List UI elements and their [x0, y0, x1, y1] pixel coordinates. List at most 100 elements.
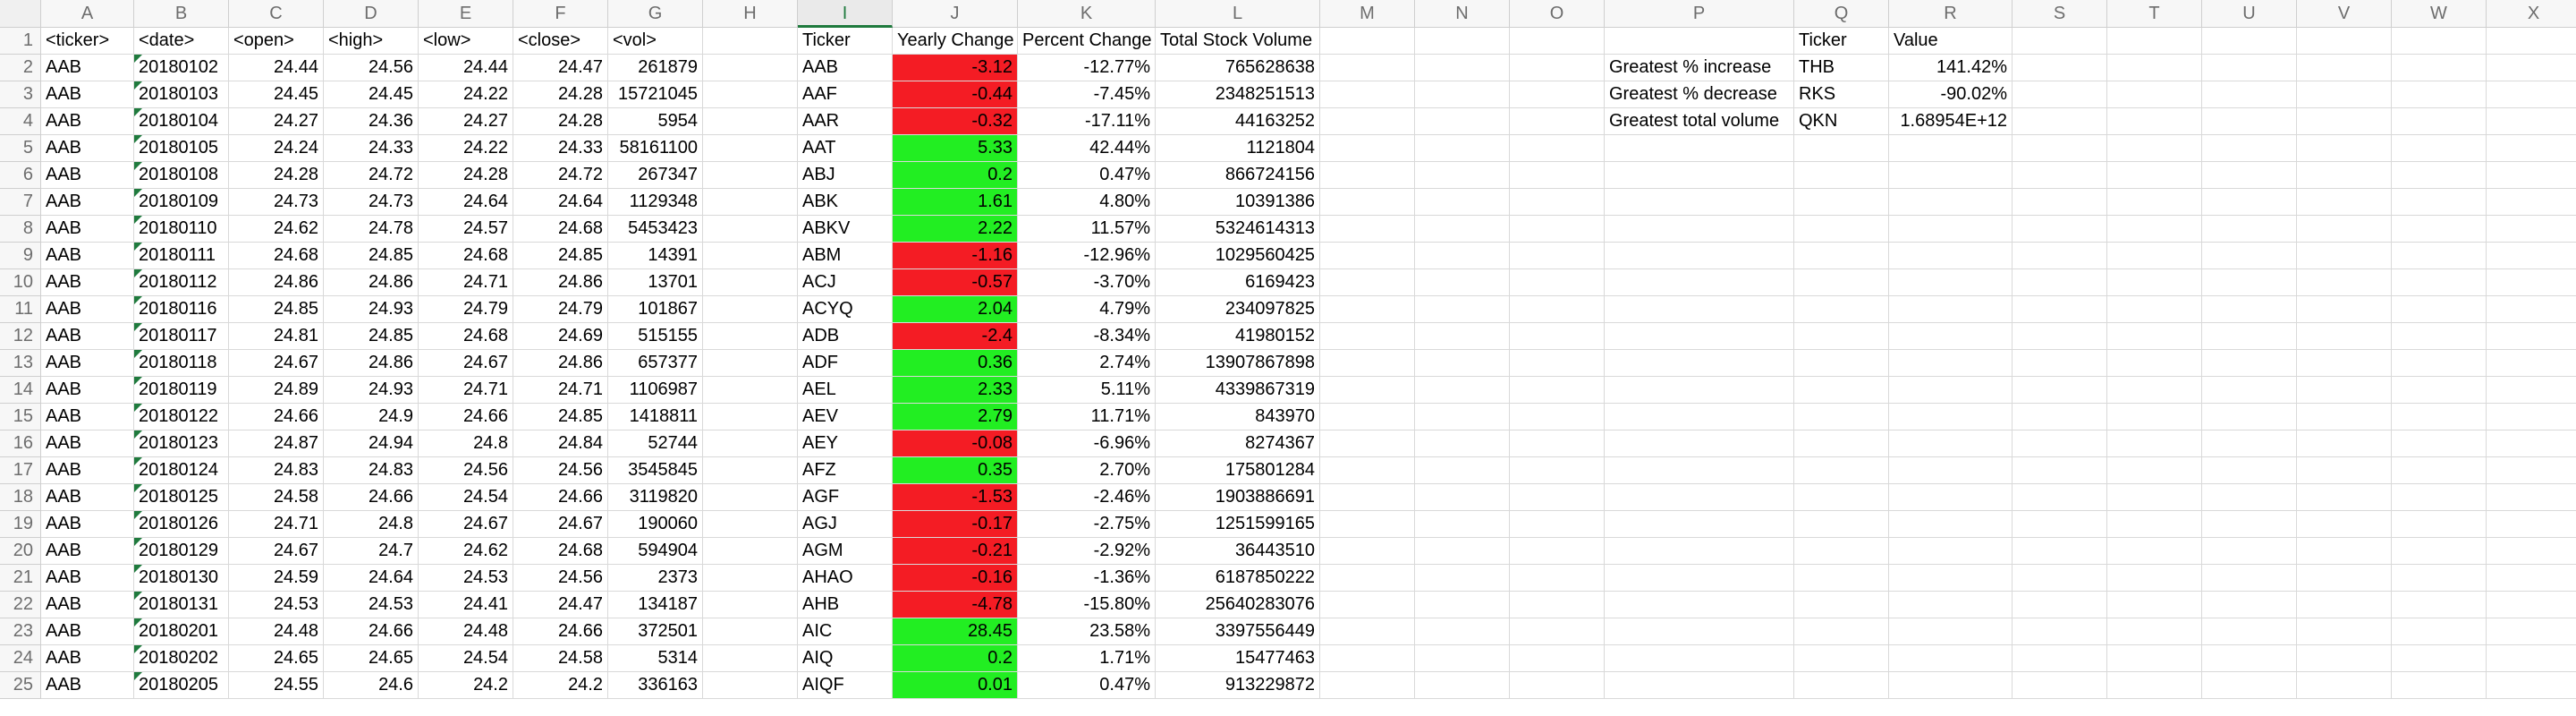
yearly-change-cell[interactable]: -0.32: [893, 108, 1018, 135]
data-cell[interactable]: 24.58: [513, 645, 608, 672]
cell[interactable]: [2202, 108, 2297, 135]
cell[interactable]: [2297, 135, 2392, 162]
summary-cell[interactable]: 2.74%: [1018, 350, 1156, 377]
data-cell[interactable]: 24.62: [229, 216, 324, 243]
cell[interactable]: [1794, 645, 1889, 672]
summary-cell[interactable]: 843970: [1156, 404, 1320, 430]
cell[interactable]: [2392, 81, 2487, 108]
data-cell[interactable]: 24.71: [419, 377, 513, 404]
data-cell[interactable]: 24.71: [513, 377, 608, 404]
column-header-x[interactable]: X: [2487, 0, 2576, 28]
data-cell[interactable]: 20180112: [134, 269, 229, 296]
data-cell[interactable]: 24.2: [419, 672, 513, 699]
data-cell[interactable]: 190060: [608, 511, 703, 538]
summary-cell[interactable]: AEV: [798, 404, 893, 430]
cell[interactable]: [2487, 55, 2576, 81]
data-cell[interactable]: 5453423: [608, 216, 703, 243]
summary-cell[interactable]: -12.77%: [1018, 55, 1156, 81]
summary-cell[interactable]: AGF: [798, 484, 893, 511]
cell[interactable]: [2012, 511, 2107, 538]
cell[interactable]: [2392, 592, 2487, 618]
cell[interactable]: [1415, 618, 1510, 645]
row-header-11[interactable]: 11: [0, 296, 41, 323]
cell[interactable]: [1320, 484, 1415, 511]
data-cell[interactable]: 24.79: [513, 296, 608, 323]
cell[interactable]: [1605, 645, 1794, 672]
cell[interactable]: [2012, 81, 2107, 108]
cell[interactable]: [2297, 484, 2392, 511]
data-cell[interactable]: 24.72: [513, 162, 608, 189]
summary-cell[interactable]: 8274367: [1156, 430, 1320, 457]
cell[interactable]: [1415, 672, 1510, 699]
cell[interactable]: [703, 216, 798, 243]
yearly-change-cell[interactable]: -0.17: [893, 511, 1018, 538]
summary-cell[interactable]: 0.47%: [1018, 672, 1156, 699]
cell[interactable]: [1320, 377, 1415, 404]
cell[interactable]: [703, 296, 798, 323]
summary-cell[interactable]: 175801284: [1156, 457, 1320, 484]
cell[interactable]: [2487, 296, 2576, 323]
data-cell[interactable]: 24.45: [229, 81, 324, 108]
summary-cell[interactable]: 234097825: [1156, 296, 1320, 323]
data-cell[interactable]: AAB: [41, 189, 134, 216]
cell[interactable]: [1415, 55, 1510, 81]
summary-cell[interactable]: ABJ: [798, 162, 893, 189]
data-cell[interactable]: 20180205: [134, 672, 229, 699]
cell[interactable]: [1605, 189, 1794, 216]
yearly-change-cell[interactable]: 0.2: [893, 162, 1018, 189]
column-header-m[interactable]: M: [1320, 0, 1415, 28]
cell[interactable]: [703, 457, 798, 484]
cell[interactable]: [1794, 618, 1889, 645]
cell[interactable]: [2297, 404, 2392, 430]
data-cell[interactable]: AAB: [41, 377, 134, 404]
summary-cell[interactable]: AAT: [798, 135, 893, 162]
cell[interactable]: [1415, 108, 1510, 135]
row-header-5[interactable]: 5: [0, 135, 41, 162]
data-cell[interactable]: 20180103: [134, 81, 229, 108]
summary-cell[interactable]: 4339867319: [1156, 377, 1320, 404]
row-header-7[interactable]: 7: [0, 189, 41, 216]
cell[interactable]: [2297, 269, 2392, 296]
cell[interactable]: [1794, 243, 1889, 269]
row-header-14[interactable]: 14: [0, 377, 41, 404]
header-cell[interactable]: <close>: [513, 28, 608, 55]
data-cell[interactable]: 24.66: [513, 484, 608, 511]
summary-cell[interactable]: ADB: [798, 323, 893, 350]
row-header-24[interactable]: 24: [0, 645, 41, 672]
cell[interactable]: [2012, 430, 2107, 457]
cell[interactable]: [2012, 404, 2107, 430]
data-cell[interactable]: 20180201: [134, 618, 229, 645]
row-header-15[interactable]: 15: [0, 404, 41, 430]
yearly-change-cell[interactable]: 5.33: [893, 135, 1018, 162]
cell[interactable]: [2487, 592, 2576, 618]
cell[interactable]: [2392, 565, 2487, 592]
cell[interactable]: [1794, 162, 1889, 189]
data-cell[interactable]: 3545845: [608, 457, 703, 484]
summary-cell[interactable]: 44163252: [1156, 108, 1320, 135]
cell[interactable]: [2487, 645, 2576, 672]
cell[interactable]: [1415, 269, 1510, 296]
data-cell[interactable]: AAB: [41, 55, 134, 81]
data-cell[interactable]: AAB: [41, 135, 134, 162]
cell[interactable]: [2392, 484, 2487, 511]
cell[interactable]: [1605, 538, 1794, 565]
greatest-cell[interactable]: QKN: [1794, 108, 1889, 135]
cell[interactable]: [2392, 457, 2487, 484]
cell[interactable]: [2202, 323, 2297, 350]
cell[interactable]: [2297, 377, 2392, 404]
row-header-18[interactable]: 18: [0, 484, 41, 511]
cell[interactable]: [2012, 323, 2107, 350]
yearly-change-cell[interactable]: 28.45: [893, 618, 1018, 645]
data-cell[interactable]: 24.66: [229, 404, 324, 430]
data-cell[interactable]: AAB: [41, 672, 134, 699]
summary-cell[interactable]: AAB: [798, 55, 893, 81]
cell[interactable]: [1320, 296, 1415, 323]
cell[interactable]: [2012, 484, 2107, 511]
cell[interactable]: [2012, 55, 2107, 81]
cell[interactable]: [1889, 645, 2012, 672]
data-cell[interactable]: 372501: [608, 618, 703, 645]
row-header-3[interactable]: 3: [0, 81, 41, 108]
cell[interactable]: [1605, 592, 1794, 618]
cell[interactable]: [2487, 323, 2576, 350]
cell[interactable]: [2297, 592, 2392, 618]
